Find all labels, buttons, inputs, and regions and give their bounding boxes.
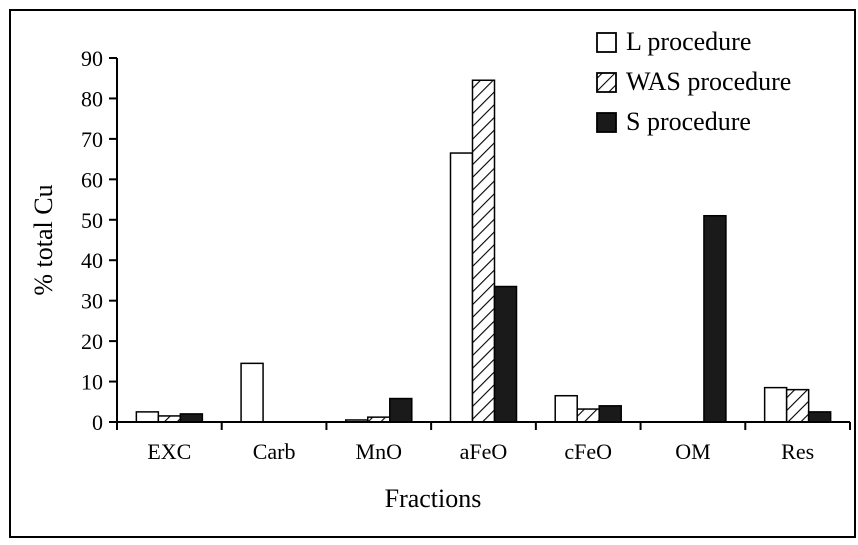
x-axis-label: Fractions [385,484,482,513]
bar-exc-series-3 [179,413,204,423]
bar-afeo-series-3 [493,285,518,423]
bar-cfeo-series-1 [554,394,578,423]
y-tick-label: 10 [81,370,103,395]
y-tick-label: 30 [81,289,103,314]
x-tick-label: Res [781,439,814,464]
y-tick-label: 70 [81,127,103,152]
y-axis-label: % total Cu [29,184,58,295]
y-tick-label: 60 [81,167,103,192]
x-tick-label: cFeO [564,439,612,464]
x-tick-label: aFeO [460,439,508,464]
bar-cfeo-series-2 [576,408,600,423]
legend-label-3: S procedure [626,107,751,136]
bar-res-series-1 [763,386,788,423]
y-tick-label: 40 [81,248,103,273]
bar-mno-series-3 [389,397,413,423]
bar-res-series-3 [807,411,832,423]
x-tick-label: OM [675,439,710,464]
y-tick-label: 80 [81,86,103,111]
bar-carb-series-1 [240,362,264,423]
x-tick-label: MnO [356,439,402,464]
bar-om-series-3 [703,214,727,423]
legend-label-2: WAS procedure [626,67,791,96]
x-tick-label: Carb [253,439,296,464]
bar-res-series-2 [785,388,810,423]
x-tick-label: EXC [147,439,191,464]
bar-afeo-series-2 [471,79,496,423]
legend-swatch-3 [596,112,617,133]
bar-cfeo-series-3 [598,405,622,423]
legend-swatch-1 [596,32,617,53]
bar-afeo-series-1 [449,152,474,423]
y-tick-label: 90 [81,46,103,71]
y-tick-label: 0 [92,410,103,435]
y-tick-label: 20 [81,329,103,354]
bar-exc-series-1 [135,411,160,423]
y-tick-label: 50 [81,208,103,233]
legend-label-1: L procedure [626,27,751,56]
legend-swatch-2 [596,72,617,93]
